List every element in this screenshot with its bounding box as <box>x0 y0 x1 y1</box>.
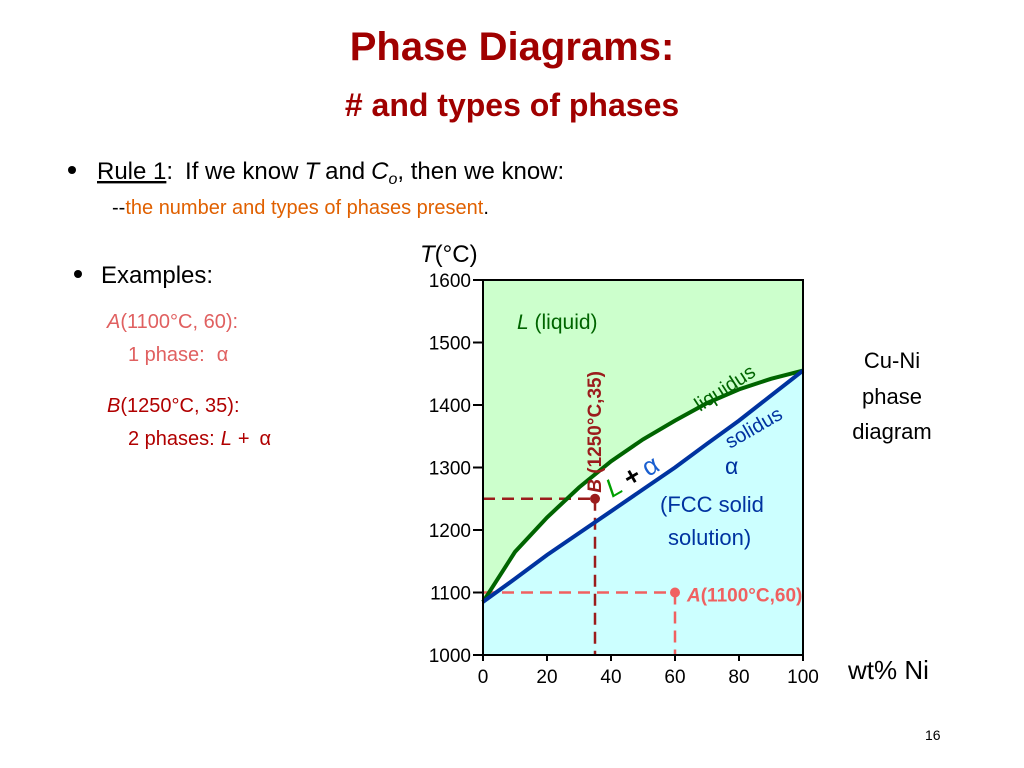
y-tick-label: 1000 <box>429 646 471 667</box>
dash: -- <box>112 197 125 219</box>
example-b: B(1250°C, 35): <box>107 395 240 417</box>
point-letter: B <box>585 479 606 493</box>
point-letter: A <box>106 311 120 333</box>
phase: α <box>260 428 272 450</box>
result: 2 phases: <box>128 428 215 450</box>
point-label: A(1100°C,60) <box>686 586 802 607</box>
point-coords: (1100°C,60) <box>701 586 803 607</box>
subtitle: # and types of phases <box>345 87 679 123</box>
examples-heading: Examples: <box>101 262 213 289</box>
coords: (1250°C, 35): <box>120 395 239 417</box>
side-label: Cu-Ni <box>864 348 920 373</box>
rule-var: T <box>304 158 321 185</box>
solid-region <box>483 370 803 655</box>
phase: α <box>217 344 229 366</box>
phase-var: L <box>517 311 529 334</box>
rule-text: , then we know: <box>397 158 564 185</box>
point-letter: B <box>107 395 120 417</box>
x-tick-label: 20 <box>536 667 557 688</box>
rule-text: If we know <box>185 158 299 185</box>
rule-colon: : <box>166 158 173 185</box>
y-tick-label: 1500 <box>429 334 471 355</box>
plot-frame <box>482 279 804 656</box>
x-tick-label: 100 <box>787 667 819 688</box>
coords: (1100°C, 60): <box>120 311 238 333</box>
region-label: L (liquid) <box>517 311 598 334</box>
rule-label: Rule 1 <box>97 158 166 185</box>
rule-var: C <box>371 158 389 185</box>
point-marker <box>670 587 680 598</box>
phase: L <box>221 428 232 450</box>
x-tick-label: 40 <box>600 667 621 688</box>
phase-boundary <box>481 368 804 603</box>
bullet <box>74 270 82 278</box>
result: 1 phase: <box>128 344 205 366</box>
highlight: the number and types of phases present <box>125 197 483 219</box>
plot: 1000 1100 1200 1300 1400 1500 1600 0 20 40 60 80 100… <box>429 271 819 688</box>
region-label: (FCC solid <box>660 492 764 517</box>
side-label: phase <box>862 384 922 409</box>
title: Phase Diagrams: <box>350 25 675 69</box>
bullet <box>68 166 76 174</box>
side-label: diagram <box>852 419 931 444</box>
y-label-unit: (°C) <box>435 241 478 268</box>
point-marker <box>590 493 600 504</box>
x-tick-label: 80 <box>728 667 749 688</box>
x-tick-label: 60 <box>664 667 685 688</box>
y-tick-label: 1300 <box>429 459 471 480</box>
two-phase-region <box>483 370 803 602</box>
y-axis-label: T(°C) <box>420 241 478 268</box>
plus: + <box>238 428 250 450</box>
region-label: solution) <box>668 525 751 550</box>
rule-detail: --the number and types of phases present… <box>112 197 489 219</box>
y-tick-label: 1200 <box>429 521 471 542</box>
y-tick-label: 1400 <box>429 396 471 417</box>
y-tick-label: 1100 <box>430 584 471 605</box>
phase-name: (liquid) <box>529 311 598 334</box>
example-a-result: 1 phase: α <box>128 344 228 366</box>
point-coords: (1250°C,35) <box>585 371 606 479</box>
example-a: A(1100°C, 60): <box>106 311 238 333</box>
rule-sub: o <box>389 171 398 188</box>
point-label: B (1250°C,35) <box>585 371 606 493</box>
page-number: 16 <box>925 727 941 743</box>
x-tick-label: 0 <box>478 667 489 688</box>
point-letter: A <box>686 586 701 607</box>
phase-boundary <box>481 369 805 604</box>
y-tick-label: 1600 <box>429 271 471 292</box>
rule-text: and <box>325 158 365 185</box>
y-label-var: T <box>420 241 437 268</box>
period: . <box>483 197 489 219</box>
example-b-result: 2 phases: L + α <box>128 428 271 450</box>
region-label: α <box>725 453 738 479</box>
x-axis-label: wt% Ni <box>847 655 929 685</box>
